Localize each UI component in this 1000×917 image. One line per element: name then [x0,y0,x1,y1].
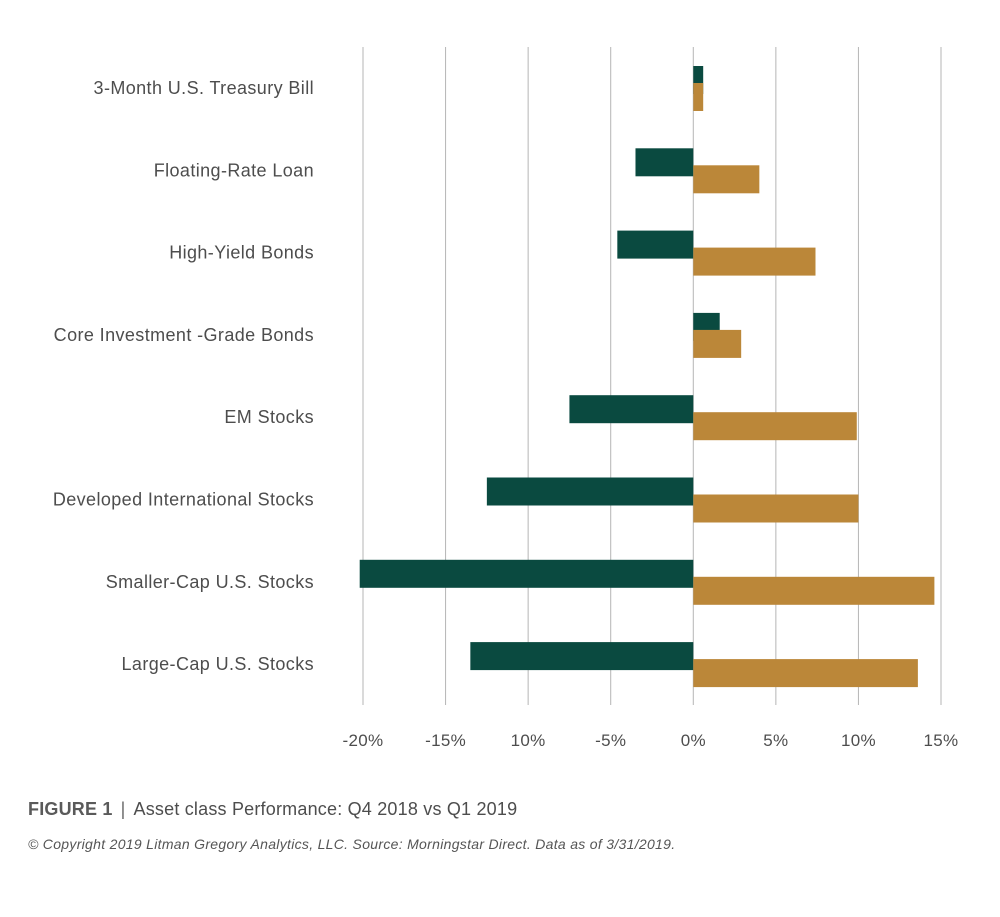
bar-q1-2019 [693,494,859,523]
bars [359,66,935,688]
x-tick-label: 15% [924,731,959,750]
bar-q1-2019 [693,576,935,605]
category-label: Developed International Stocks [53,490,314,510]
bar-q1-2019 [693,165,760,194]
category-label: Large-Cap U.S. Stocks [122,654,314,674]
x-tick-labels: -20% -15% 10% -5% 0% 5% 10% 15% [343,731,959,750]
bar-q1-2019 [693,247,816,276]
bar-q4-2018 [569,395,694,424]
category-label: Core Investment -Grade Bonds [54,325,314,345]
bar-q1-2019 [693,83,704,111]
category-label: Floating-Rate Loan [154,160,314,180]
category-label: Smaller-Cap U.S. Stocks [106,572,314,592]
bar-q4-2018 [693,66,704,94]
bar-chart: 3-Month U.S. Treasury Bill Floating-Rate … [53,47,959,750]
bar-q4-2018 [470,642,694,671]
figure-caption: FIGURE 1 | Asset class Performance: Q4 201… [28,799,517,820]
bar-q4-2018 [617,230,694,259]
category-label: High-Yield Bonds [169,243,314,263]
x-tick-label: -5% [595,731,626,750]
category-label: 3-Month U.S. Treasury Bill [94,78,314,98]
x-tick-label: 5% [763,731,788,750]
x-tick-label: 10% [511,731,546,750]
category-label: EM Stocks [224,407,314,427]
caption-separator: | [120,799,126,819]
bar-q1-2019 [693,329,742,358]
bar-q4-2018 [635,148,694,177]
copyright-note: © Copyright 2019 Litman Gregory Analytic… [28,836,676,852]
bar-q4-2018 [486,477,694,506]
bar-q4-2018 [359,559,694,588]
bar-q1-2019 [693,412,857,441]
x-tick-label: 0% [681,731,706,750]
x-tick-label: -15% [425,731,466,750]
x-tick-label: -20% [343,731,384,750]
gridlines [362,47,942,705]
x-tick-label: 10% [841,731,876,750]
bar-q1-2019 [693,659,918,688]
figure-title: Asset class Performance: Q4 2018 vs Q1 2… [133,799,518,819]
category-labels: 3-Month U.S. Treasury Bill Floating-Rate … [53,78,314,674]
figure-label: FIGURE 1 [28,799,113,819]
